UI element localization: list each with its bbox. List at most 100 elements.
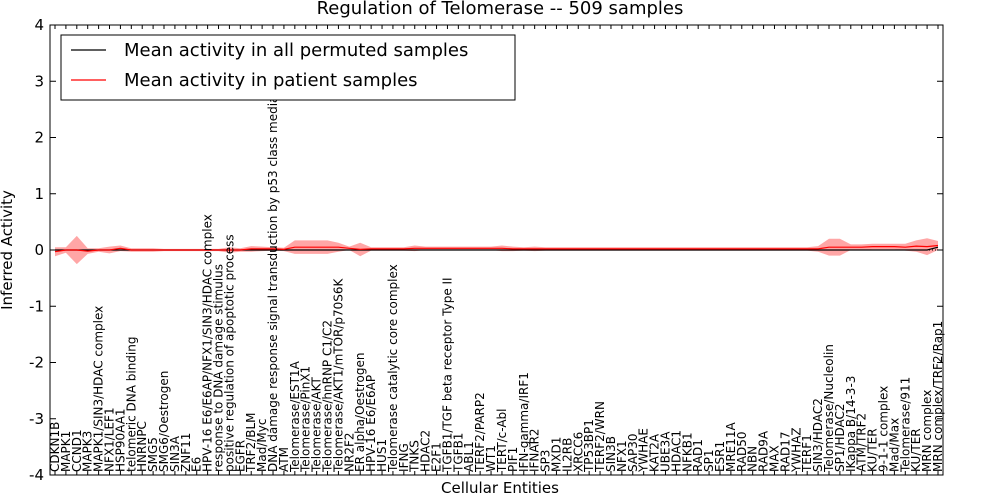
category-label: ZNF11 xyxy=(179,433,193,472)
category-label: telomeric DNA binding xyxy=(124,336,138,472)
category-label: ABL1 xyxy=(462,441,476,472)
category-label: 9-1-1 complex xyxy=(877,386,891,472)
category-label: TGFB1/TGF beta receptor Type II xyxy=(440,277,454,473)
category-label: ATM xyxy=(277,447,291,472)
category-label: SMG6/Oestrogen xyxy=(157,371,171,472)
category-label: MAX xyxy=(768,445,782,472)
category-label: TGFB1 xyxy=(451,433,465,473)
y-tick-label: -3 xyxy=(29,410,44,428)
category-label: RAD50 xyxy=(735,431,749,472)
category-label: TERF2/PARP2 xyxy=(473,392,487,473)
category-label: WT1 xyxy=(484,445,498,472)
plot-area xyxy=(50,235,943,265)
category-label: TRF2/BLM xyxy=(244,412,258,473)
legend-permuted-label: Mean activity in all permuted samples xyxy=(124,40,468,61)
category-label: TNKS xyxy=(408,440,422,473)
category-label: NR2F2 xyxy=(342,432,356,472)
category-label: IKappa B/14-3-3 xyxy=(844,376,858,472)
legend: Mean activity in all permuted samples Me… xyxy=(60,34,516,101)
category-label: DNA damage response signal transduction … xyxy=(266,63,280,472)
category-label: HPV-16 E6/E6AP xyxy=(364,375,378,472)
chart-title: Regulation of Telomerase -- 509 samples xyxy=(317,0,684,19)
category-label: SIN3A xyxy=(168,435,182,472)
category-label: E6 xyxy=(190,457,204,472)
category-label: ER alpha/Oestrogen xyxy=(353,353,367,472)
category-label: Telomerase/AKT xyxy=(310,376,324,473)
category-label: Telomerase catalytic core complex xyxy=(386,264,400,473)
category-label: CCND1 xyxy=(70,429,84,472)
category-label: E2F1 xyxy=(430,442,444,472)
category-label: SMG5 xyxy=(146,437,160,472)
category-label: YWHAE xyxy=(637,428,651,473)
category-label: SP1/HDAC2 xyxy=(833,403,847,472)
y-axis: -4 -3 -2 -1 0 1 2 3 4 xyxy=(29,16,943,484)
category-label: Telomerase/AKT1/mTOR/p70S6K xyxy=(331,277,345,473)
y-tick-label: 0 xyxy=(34,241,44,259)
category-label: MAPK3 xyxy=(81,431,95,472)
category-label: SP1 xyxy=(702,450,716,473)
y-tick-label: -1 xyxy=(29,297,44,315)
category-label: XRCC6 xyxy=(571,432,585,472)
category-label: HSP90AA1 xyxy=(113,408,127,472)
category-label: NFX1/LEF1 xyxy=(103,407,117,472)
category-label: response to DNA damage stimulus xyxy=(212,264,226,472)
category-label: Telomerase/911 xyxy=(898,377,912,473)
category-label: MXD1 xyxy=(550,437,564,472)
category-label: YWHAZ xyxy=(789,427,803,473)
category-label: MAPK1/SIN3/HDAC complex xyxy=(92,306,106,472)
category-label: Mad/Myc xyxy=(255,419,269,472)
category-label: HNRNPC xyxy=(135,421,149,472)
y-axis-label: Inferred Activity xyxy=(0,190,16,310)
category-label: ATM/TRF2 xyxy=(855,413,869,472)
category-label: KU/TER xyxy=(866,428,880,472)
category-label: MRE11A xyxy=(724,421,738,472)
category-label: RAD9A xyxy=(757,430,771,472)
category-label: Mad/Max xyxy=(887,418,901,472)
legend-patient-label: Mean activity in patient samples xyxy=(124,70,418,91)
category-label: Telomerase/EST1A xyxy=(288,360,302,473)
category-label: HPV-16 E6/E6AP/NFX1/SIN3/HDAC complex xyxy=(201,214,215,472)
category-label: HUS1 xyxy=(375,439,389,472)
category-label: SP3 xyxy=(539,450,553,473)
category-label: NFX1 xyxy=(615,440,629,472)
category-label: HDAC2 xyxy=(419,430,433,472)
category-label: IFNAR2 xyxy=(528,428,542,472)
category-label: TP53BP1 xyxy=(582,419,596,473)
category-label: EGFR xyxy=(233,440,247,472)
category-label: TERF1 xyxy=(800,434,814,473)
category-label: IL2RB xyxy=(560,438,574,472)
y-tick-label: 2 xyxy=(34,129,44,147)
y-tick-label: 1 xyxy=(34,185,44,203)
category-label: NBN xyxy=(746,446,760,472)
y-tick-label: -2 xyxy=(29,354,44,372)
category-label: NFKB1 xyxy=(680,432,694,472)
category-label: TERT/c-Abl xyxy=(495,408,509,473)
x-axis-label: Cellular Entities xyxy=(441,479,559,497)
category-label: ESR1 xyxy=(713,441,727,472)
legend-box xyxy=(60,34,516,101)
category-label: SIN3B xyxy=(604,436,618,472)
category-label: MRN complex xyxy=(920,390,934,472)
category-label: IFNG xyxy=(397,443,411,472)
category-label: MAPK1 xyxy=(59,431,73,472)
category-label: PIF1 xyxy=(506,447,520,472)
category-label: SIN3/HDAC2 xyxy=(811,398,825,472)
category-label: SAP30 xyxy=(626,433,640,472)
category-label: KU/TER xyxy=(909,428,923,472)
category-label: KAT2A xyxy=(648,433,662,472)
category-label: RAD1 xyxy=(691,439,705,472)
y-tick-label: 3 xyxy=(34,72,44,90)
category-label: positive regulation of apoptotic process xyxy=(222,234,236,472)
category-label: IFN-gamma/IRF1 xyxy=(517,372,531,472)
category-label: Telomerase/hnRNP C1/C2 xyxy=(321,320,335,473)
y-tick-label: 4 xyxy=(34,16,44,34)
category-label: TERF2/WRN xyxy=(593,401,607,473)
category-label: HDAC1 xyxy=(669,430,683,472)
category-label: CDKN1B xyxy=(48,422,62,472)
category-label: UBE3A xyxy=(659,431,673,472)
y-tick-label: -4 xyxy=(29,466,44,484)
patient-mean-line xyxy=(54,244,939,253)
category-label: Telomerase/PinX1 xyxy=(299,366,313,473)
